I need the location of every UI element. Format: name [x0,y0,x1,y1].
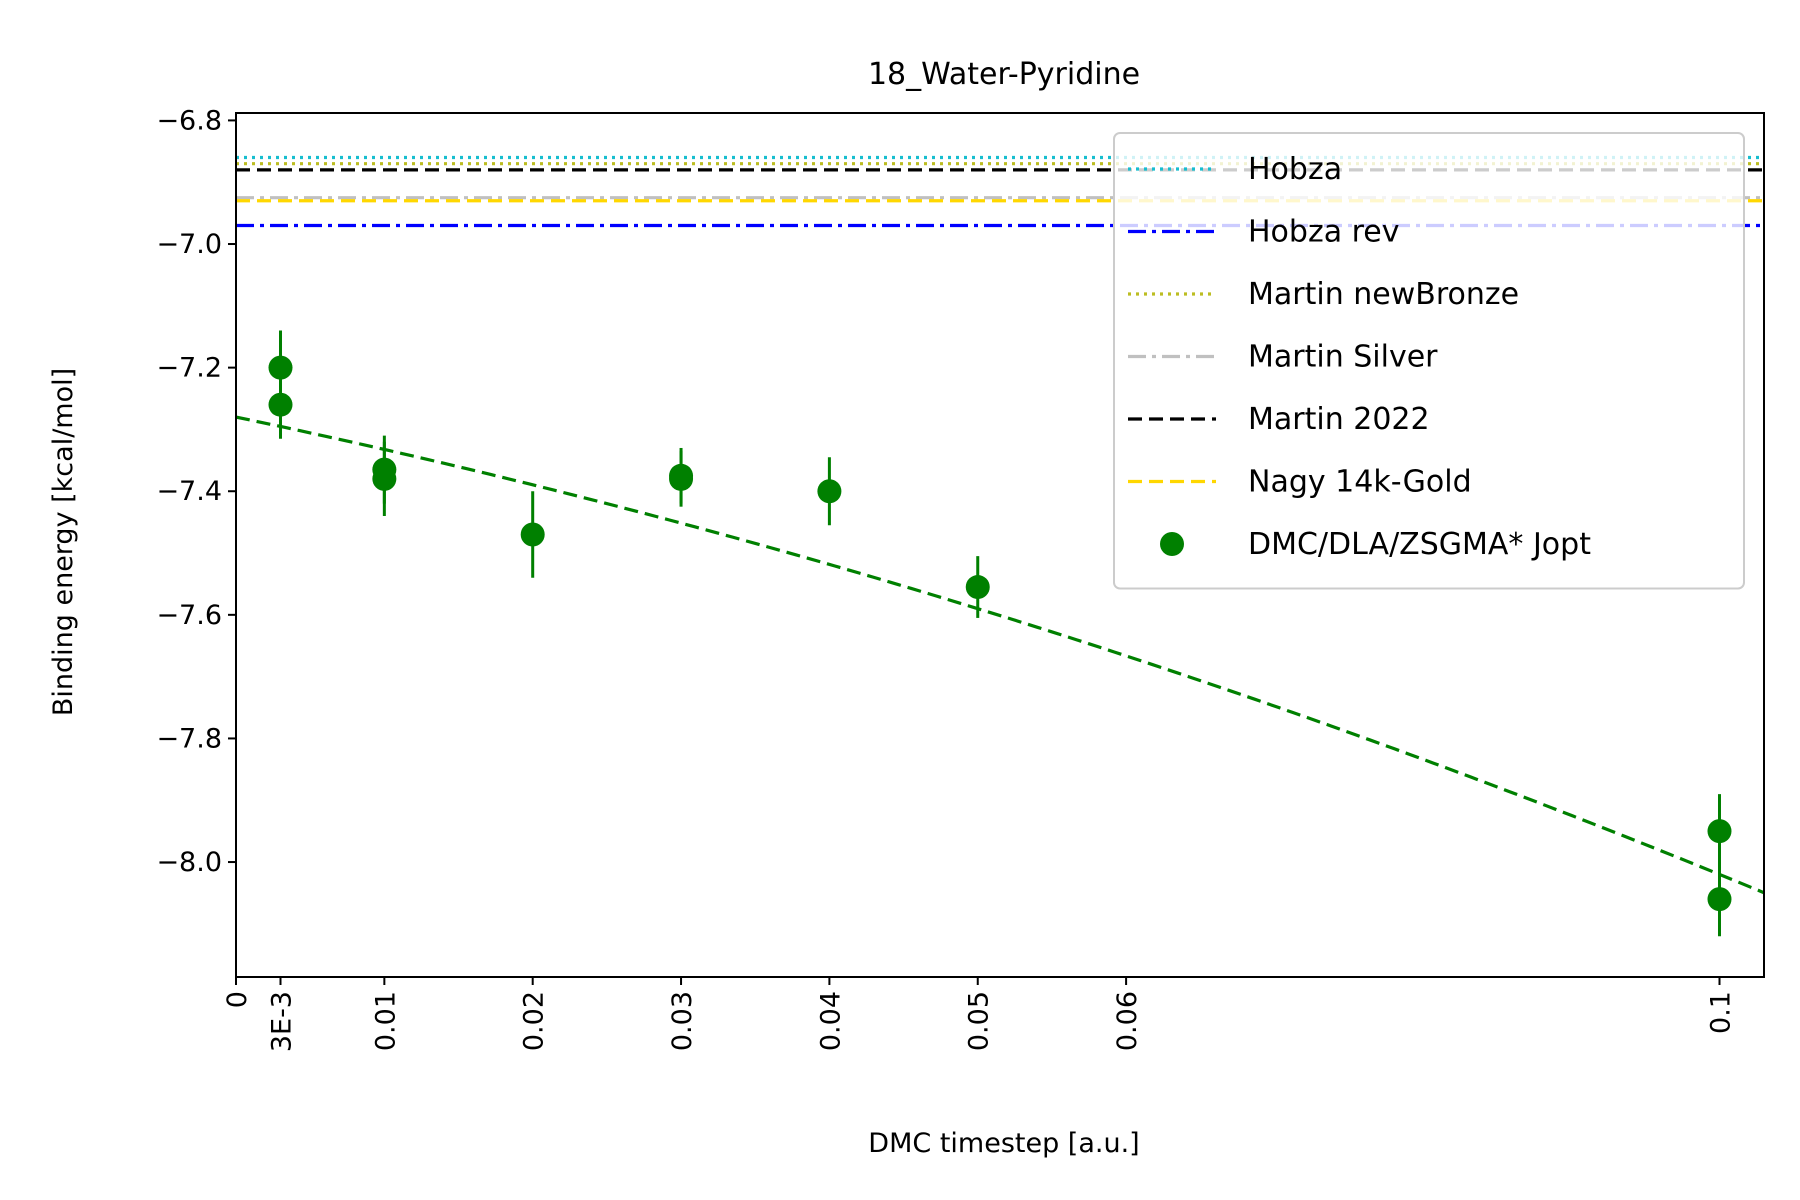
x-tick-label: 0.1 [1705,991,1736,1034]
y-tick-label: −6.8 [156,105,222,136]
legend-marker [1160,532,1184,556]
legend-label: Martin 2022 [1248,402,1430,437]
data-point [817,479,842,504]
x-tick-label: 0.02 [519,991,550,1051]
data-point [1707,887,1732,912]
data-point [372,466,397,491]
y-tick-label: −7.6 [156,600,222,631]
legend: Hobza Hobza rev Martin newBronze Martin Sil… [1113,132,1745,590]
data-point [1707,819,1732,844]
x-tick-label: 0.06 [1112,991,1143,1051]
legend-label: Hobza [1248,152,1342,187]
x-tick-label: 0.01 [370,991,401,1051]
y-tick-label: −8.0 [156,847,222,878]
x-tick-label: 0.05 [964,991,995,1051]
legend-label: Nagy 14k-Gold [1248,465,1472,500]
legend-label: Martin newBronze [1248,277,1519,312]
data-point [268,355,293,380]
data-point [965,575,990,600]
y-tick-label: −7.8 [156,723,222,754]
x-tick-label: 3E-3 [267,991,298,1052]
data-point [669,466,694,491]
y-tick-label: −7.0 [156,229,222,260]
data-point [520,522,545,547]
data-point [268,392,293,417]
y-axis-label: Binding energy [kcal/mol] [48,368,79,716]
x-tick-label: 0 [222,991,253,1008]
y-tick-label: −7.4 [156,476,222,507]
legend-box [1113,132,1745,590]
legend-label: DMC/DLA/ZSGMA* Jopt [1248,527,1591,562]
chart-title: 18_Water-Pyridine [868,57,1140,92]
x-axis-label: DMC timestep [a.u.] [868,1128,1139,1159]
legend-label: Hobza rev [1248,215,1400,250]
x-tick-label: 0.03 [667,991,698,1051]
legend-label: Martin Silver [1248,340,1438,375]
x-tick-label: 0.04 [815,991,846,1051]
fit-curve [236,415,1764,895]
plot-frame [235,112,1765,978]
y-tick-label: −7.2 [156,353,222,384]
